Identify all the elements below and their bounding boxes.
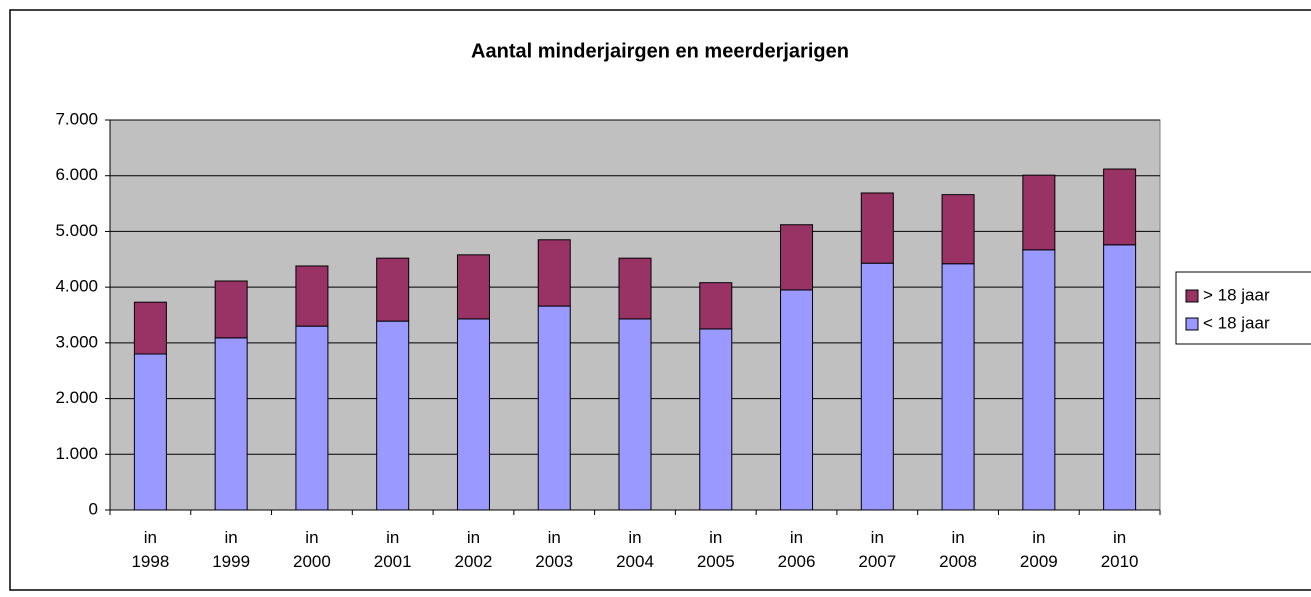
bar-segment (214, 280, 248, 339)
x-tick-label: in 2000 (293, 528, 331, 571)
x-tick-label: in 2005 (696, 528, 735, 571)
bar-segment (376, 320, 410, 511)
bar-segment (1103, 244, 1137, 511)
bar-segment (780, 224, 814, 291)
x-tick-label: in 2001 (373, 528, 412, 571)
bar-segment (618, 257, 652, 320)
y-tick-label: 4.000 (55, 277, 98, 296)
bar-segment (941, 263, 975, 511)
chart-title: Aantal minderjairgen en meerderjarigen (471, 40, 849, 62)
x-tick-label: in 2010 (1100, 528, 1139, 571)
x-tick-label: in 2007 (858, 528, 897, 571)
x-tick-label: in 2004 (616, 528, 654, 571)
legend-label: > 18 jaar (1203, 285, 1270, 304)
bar-segment (537, 239, 571, 307)
bar-segment (1022, 174, 1056, 251)
bar-segment (456, 318, 490, 511)
bar-segment (456, 254, 490, 320)
bar-segment (133, 353, 167, 511)
legend-swatch (1185, 317, 1199, 331)
x-tick-label: in 2008 (939, 528, 977, 571)
x-tick-label: in 2006 (777, 528, 816, 571)
x-tick-label: in 1998 (131, 528, 170, 571)
bar-segment (860, 192, 894, 264)
bar-segment (133, 301, 167, 355)
x-tick-label: in 1999 (212, 528, 251, 571)
x-tick-label: in 2002 (454, 528, 493, 571)
y-tick-label: 0 (89, 499, 98, 518)
y-tick-label: 7.000 (55, 109, 98, 128)
x-tick-label: in 2009 (1019, 528, 1058, 571)
bar-segment (780, 289, 814, 511)
bar-segment (214, 337, 248, 511)
bar-segment (537, 305, 571, 511)
bar-segment (699, 282, 733, 330)
bar-segment (295, 325, 329, 511)
legend-label: < 18 jaar (1203, 313, 1270, 332)
bar-segment (1103, 168, 1137, 246)
bar-segment (1022, 249, 1056, 511)
x-tick-label: in 2003 (535, 528, 574, 571)
y-tick-label: 6.000 (55, 165, 98, 184)
bar-segment (376, 257, 410, 322)
y-tick-label: 1.000 (55, 444, 98, 463)
bar-segment (860, 262, 894, 511)
bar-segment (699, 328, 733, 511)
y-tick-label: 5.000 (55, 221, 98, 240)
bar-segment (618, 318, 652, 511)
y-tick-label: 2.000 (55, 388, 98, 407)
legend-box (1175, 271, 1311, 345)
y-tick-label: 3.000 (55, 332, 98, 351)
legend-swatch (1185, 289, 1199, 303)
bar-segment (941, 194, 975, 265)
bar-segment (295, 265, 329, 327)
